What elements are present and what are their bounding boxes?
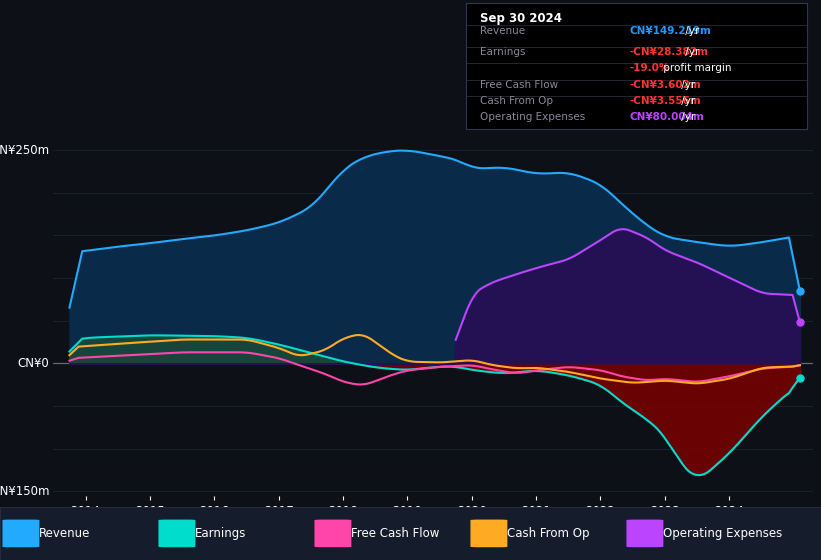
Text: Earnings: Earnings bbox=[480, 47, 525, 57]
Text: Revenue: Revenue bbox=[480, 26, 525, 35]
Text: Earnings: Earnings bbox=[195, 527, 246, 540]
Text: CN¥250m: CN¥250m bbox=[0, 143, 49, 157]
Text: CN¥149.219m: CN¥149.219m bbox=[630, 26, 712, 35]
FancyBboxPatch shape bbox=[2, 520, 39, 547]
Text: Revenue: Revenue bbox=[39, 527, 90, 540]
Text: Free Cash Flow: Free Cash Flow bbox=[351, 527, 439, 540]
Text: Free Cash Flow: Free Cash Flow bbox=[480, 80, 558, 90]
Text: CN¥0: CN¥0 bbox=[18, 357, 49, 370]
Text: Cash From Op: Cash From Op bbox=[507, 527, 589, 540]
Text: Cash From Op: Cash From Op bbox=[480, 96, 553, 106]
Text: -CN¥3.602m: -CN¥3.602m bbox=[630, 80, 702, 90]
Text: Operating Expenses: Operating Expenses bbox=[663, 527, 782, 540]
Text: /yr: /yr bbox=[677, 96, 695, 106]
Text: /yr: /yr bbox=[677, 113, 695, 123]
FancyBboxPatch shape bbox=[470, 520, 507, 547]
FancyBboxPatch shape bbox=[626, 520, 663, 547]
Text: profit margin: profit margin bbox=[660, 63, 732, 73]
Text: -CN¥3.556m: -CN¥3.556m bbox=[630, 96, 702, 106]
Text: CN¥80.004m: CN¥80.004m bbox=[630, 113, 704, 123]
Text: Operating Expenses: Operating Expenses bbox=[480, 113, 585, 123]
FancyBboxPatch shape bbox=[314, 520, 351, 547]
Text: /yr: /yr bbox=[682, 47, 699, 57]
Text: -CN¥28.382m: -CN¥28.382m bbox=[630, 47, 709, 57]
Text: /yr: /yr bbox=[677, 80, 695, 90]
Text: -CN¥150m: -CN¥150m bbox=[0, 485, 49, 498]
FancyBboxPatch shape bbox=[158, 520, 195, 547]
Text: /yr: /yr bbox=[682, 26, 699, 35]
Text: Sep 30 2024: Sep 30 2024 bbox=[480, 12, 562, 25]
Text: -19.0%: -19.0% bbox=[630, 63, 670, 73]
